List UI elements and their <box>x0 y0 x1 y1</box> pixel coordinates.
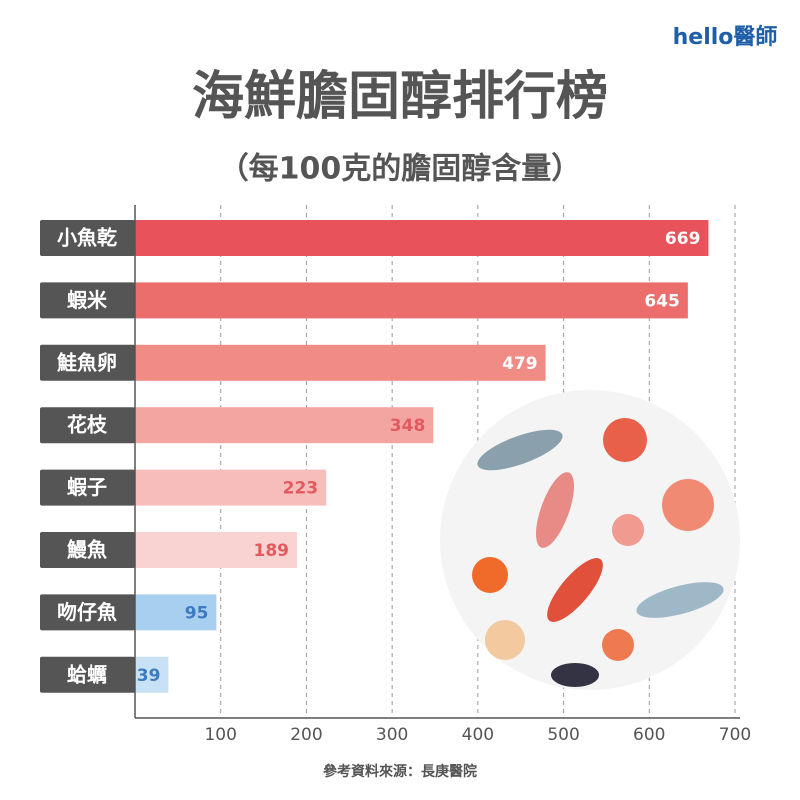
category-box <box>40 282 135 319</box>
bar <box>135 344 546 381</box>
category-box <box>40 532 135 568</box>
category-box <box>40 469 135 506</box>
shell <box>485 620 525 660</box>
category-box <box>40 594 135 631</box>
shrimp <box>602 629 634 661</box>
category-label: 小魚乾 <box>57 226 117 250</box>
category-label: 蛤蠣 <box>67 662 107 686</box>
roe <box>472 557 508 593</box>
value-label: 479 <box>502 354 538 374</box>
category-label: 蝦米 <box>67 288 108 312</box>
category-label: 鮭魚卵 <box>57 350 117 374</box>
bar <box>135 469 327 506</box>
octopus <box>662 479 714 531</box>
x-tick-label: 600 <box>633 725 665 745</box>
category-label: 蝦子 <box>67 475 107 499</box>
x-tick-label: 500 <box>547 725 579 745</box>
mussel <box>551 663 599 687</box>
value-label: 348 <box>390 416 426 436</box>
value-label: 189 <box>254 541 290 561</box>
category-box <box>40 407 135 444</box>
logo: hello醫師 <box>673 24 778 50</box>
bar <box>135 407 434 444</box>
x-tick-label: 400 <box>462 725 494 745</box>
lobster <box>547 558 603 622</box>
value-label: 223 <box>283 479 319 499</box>
bar <box>135 282 688 319</box>
x-tick-label: 300 <box>376 725 408 745</box>
category-label: 吻仔魚 <box>57 600 117 624</box>
category-label: 花枝 <box>67 413 108 437</box>
squid <box>536 472 574 548</box>
bar <box>135 532 297 568</box>
x-tick-label: 100 <box>204 725 236 745</box>
value-label: 645 <box>644 291 680 311</box>
x-tick-label: 700 <box>719 725 751 745</box>
value-label: 669 <box>665 229 701 249</box>
fish <box>636 582 724 618</box>
salmon <box>612 514 644 546</box>
category-box <box>40 220 135 256</box>
bar <box>135 594 217 631</box>
value-label: 95 <box>185 603 209 623</box>
x-tick-label: 200 <box>290 725 322 745</box>
illustration-bg <box>440 390 740 690</box>
bar <box>135 656 169 693</box>
fish <box>477 429 563 471</box>
crab <box>603 418 647 462</box>
seafood-illustration <box>440 390 740 690</box>
category-label: 鰻魚 <box>67 538 107 562</box>
source: 參考資料來源：長庚醫院 <box>323 763 477 780</box>
chart-title: 海鮮膽固醇排行榜 <box>192 67 608 127</box>
category-box <box>40 656 135 693</box>
chart-subtitle: （每100克的膽固醇含量） <box>219 152 582 187</box>
value-label: 39 <box>137 666 161 686</box>
bar <box>135 220 709 256</box>
category-box <box>40 344 135 381</box>
